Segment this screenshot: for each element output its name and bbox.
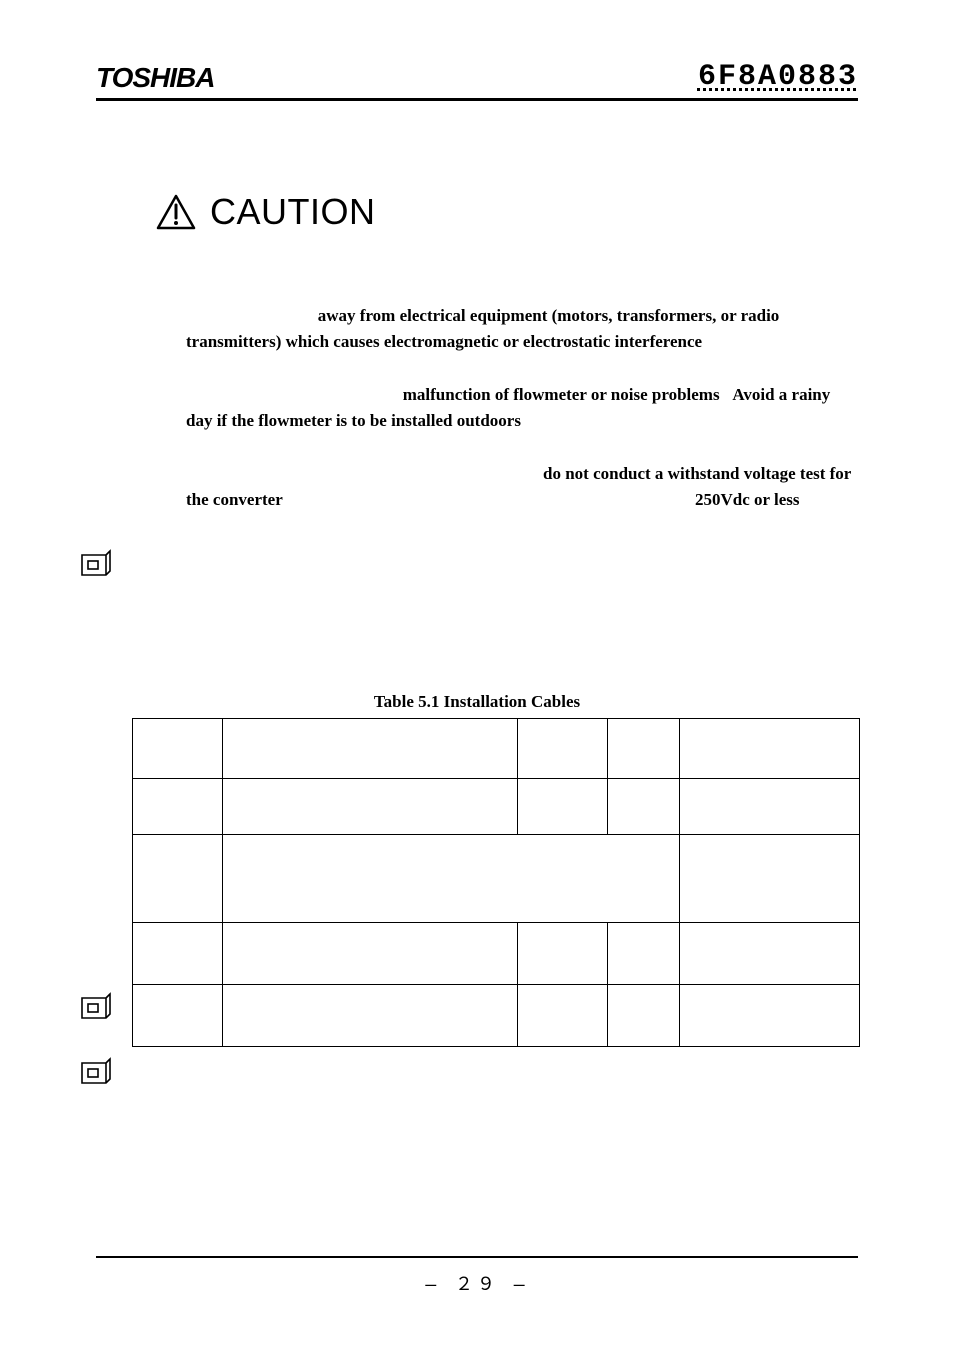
table-row [133,779,860,835]
table-row [133,985,860,1047]
brand-logo: TOSHIBA [96,62,215,94]
table-cell [607,923,679,985]
table-row [133,835,860,923]
table-cell [607,985,679,1047]
table-cell [133,719,223,779]
note-icon [78,547,114,577]
table-cell [517,923,607,985]
caution-section: CAUTION away from electrical equipment (… [156,191,858,512]
document-number: 6F8A0883 [698,60,858,94]
caution-title-text: CAUTION [210,191,376,233]
table-caption: Table 5.1 Installation Cables [96,692,858,712]
caution-paragraph-2: malfunction of flowmeter or noise proble… [186,382,858,433]
caution-heading: CAUTION [156,191,858,233]
table-cell [133,923,223,985]
caution-body: away from electrical equipment (motors, … [186,303,858,512]
caution-p3-bold-b: 250Vdc or less [695,490,800,509]
caution-paragraph-3: do not conduct a withstand voltage test … [186,461,858,512]
footer-rule [96,1256,858,1258]
table-cell [223,835,680,923]
installation-cables-table [132,718,860,1047]
table-cell [607,719,679,779]
caution-p1-bold: away from electrical equipment (motors, … [186,306,779,351]
page-header: TOSHIBA 6F8A0883 [96,60,858,94]
header-rule [96,98,858,101]
table-cell [517,719,607,779]
table-cell [223,719,517,779]
page-number: — ２９ — [0,1270,954,1296]
note-icon [78,990,114,1020]
table-cell [223,923,517,985]
table-cell [223,985,517,1047]
caution-paragraph-1: away from electrical equipment (motors, … [186,303,858,354]
note-icon [78,1055,114,1085]
caution-p2-bold-a: malfunction of flowmeter or noise proble… [403,385,720,404]
table-cell [679,835,859,923]
table-cell [133,779,223,835]
table-cell [517,985,607,1047]
table-cell [517,779,607,835]
table-cell [679,779,859,835]
table-cell [133,835,223,923]
table-cell [679,719,859,779]
table-cell [607,779,679,835]
table-cell [133,985,223,1047]
table-row [133,923,860,985]
warning-icon [156,194,196,230]
table-row [133,719,860,779]
page: TOSHIBA 6F8A0883 CAUTION away from elect… [0,0,954,1350]
table-cell [223,779,517,835]
table-cell [679,985,859,1047]
table-cell [679,923,859,985]
